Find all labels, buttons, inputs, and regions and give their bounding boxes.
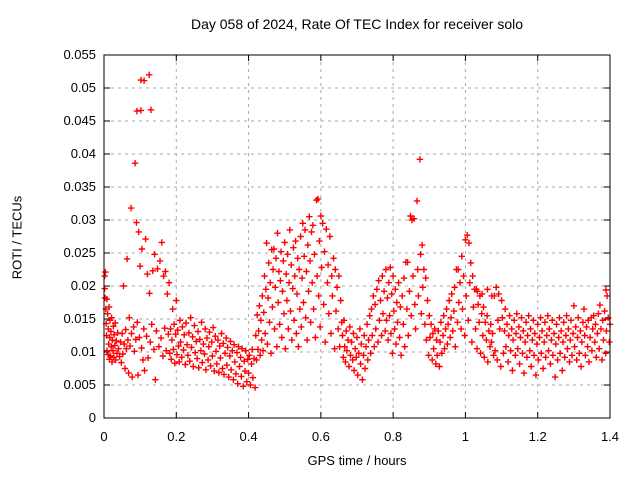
x-tick-label: 1.2 — [529, 429, 547, 444]
x-tick-label: 0.2 — [167, 429, 185, 444]
y-tick-label: 0.03 — [71, 212, 96, 227]
y-tick-label: 0.01 — [71, 344, 96, 359]
x-tick-label: 0.8 — [384, 429, 402, 444]
axis-ticks — [103, 54, 611, 419]
x-tick-label: 1.4 — [601, 429, 619, 444]
scatter-series — [101, 71, 614, 391]
y-tick-label: 0.055 — [63, 47, 96, 62]
y-tick-label: 0.05 — [71, 80, 96, 95]
y-tick-label: 0.04 — [71, 146, 96, 161]
chart-title: Day 058 of 2024, Rate Of TEC Index for r… — [190, 16, 524, 32]
x-tick-label: 0.4 — [240, 429, 258, 444]
y-tick-label: 0.045 — [63, 113, 96, 128]
y-tick-label: 0 — [89, 410, 96, 425]
y-tick-label: 0.015 — [63, 311, 96, 326]
x-tick-label: 1 — [462, 429, 469, 444]
x-axis-label: GPS time / hours — [307, 453, 407, 468]
y-tick-label: 0.02 — [71, 278, 96, 293]
tick-labels: 0 0.2 0.4 0.6 0.8 1 1.2 1.4 0 0.005 0.01 0.015 0.02 0… — [63, 47, 619, 444]
plot-border — [103, 54, 611, 419]
y-tick-label: 0.035 — [63, 179, 96, 194]
x-tick-label: 0.6 — [312, 429, 330, 444]
y-tick-label: 0.005 — [63, 377, 96, 392]
scatter-points — [101, 71, 614, 391]
x-tick-label: 0 — [100, 429, 107, 444]
y-tick-label: 0.025 — [63, 245, 96, 260]
